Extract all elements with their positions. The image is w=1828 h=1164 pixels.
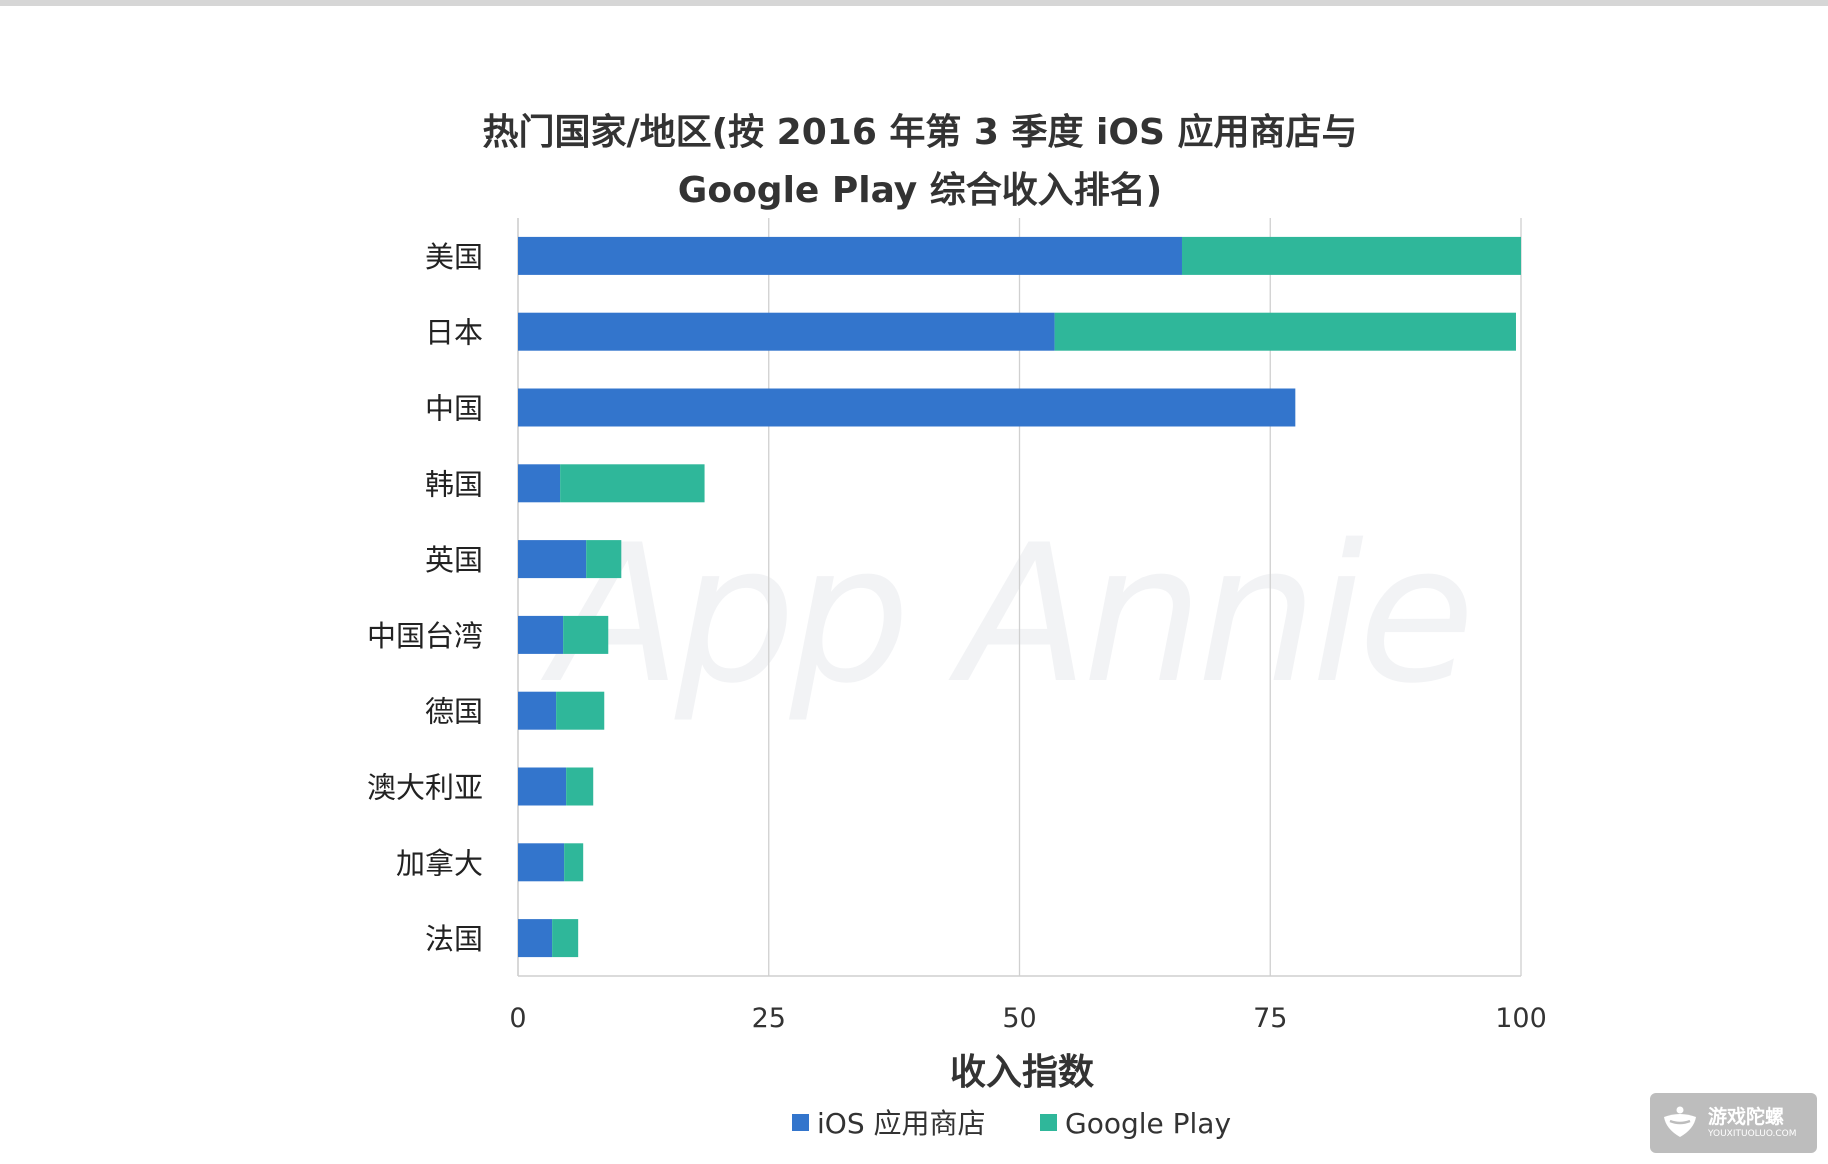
category-label-3: 中国 (425, 392, 483, 426)
x-tick-label-25: 25 (752, 1003, 786, 1034)
bar-ios-4 (518, 464, 561, 503)
bar-google-play-5 (586, 540, 622, 579)
bar-google-play-1 (1181, 236, 1521, 275)
bar-ios-7 (518, 691, 557, 730)
x-tick-label-75: 75 (1253, 1003, 1287, 1034)
x-tick-label-50: 50 (1002, 1003, 1036, 1034)
bar-ios-10 (518, 919, 553, 958)
category-label-4: 韩国 (425, 467, 483, 501)
category-label-10: 法国 (425, 922, 483, 956)
category-label-2: 日本 (425, 316, 483, 350)
spinning-top-icon (1664, 1106, 1696, 1137)
chart-title-line-2: Google Play 综合收入排名) (678, 170, 1162, 211)
x-axis-title-text: 收入指数 (950, 1052, 1094, 1093)
legend-label-ios: iOS 应用商店 (817, 1107, 986, 1140)
bars (518, 236, 1521, 958)
app-annie-watermark: App Annie (540, 504, 1475, 725)
bar-google-play-4 (560, 464, 705, 503)
category-label-8: 澳大利亚 (367, 771, 483, 805)
chart-title: 热门国家/地区(按 2016 年第 3 季度 iOS 应用商店与 Google P… (483, 112, 1358, 211)
bar-ios-3 (518, 388, 1296, 427)
bar-ios-6 (518, 615, 564, 654)
category-label-9: 加拿大 (396, 846, 483, 880)
badge-name: 游戏陀螺 (1708, 1105, 1785, 1128)
legend-swatch-google-play (1040, 1114, 1057, 1131)
category-label-5: 英国 (425, 543, 483, 577)
bar-ios-2 (518, 312, 1055, 351)
bar-ios-9 (518, 843, 565, 882)
bar-google-play-9 (564, 843, 584, 882)
legend-label-google-play: Google Play (1065, 1107, 1231, 1140)
bar-google-play-7 (556, 691, 605, 730)
bar-ios-5 (518, 540, 587, 579)
x-tick-labels: 0 25 50 75 100 (509, 1003, 1546, 1034)
youxituoluo-badge: 游戏陀螺 YOUXITUOLUO.COM (1650, 1093, 1817, 1153)
bar-google-play-2 (1054, 312, 1516, 351)
bar-ios-8 (518, 767, 567, 806)
bar-google-play-6 (563, 615, 609, 654)
watermark-text: App Annie (540, 504, 1469, 725)
top-border (0, 0, 1828, 6)
category-label-7: 德国 (425, 695, 483, 729)
category-label-1: 美国 (425, 240, 483, 274)
bar-ios-1 (518, 236, 1182, 275)
x-tick-label-0: 0 (509, 1003, 526, 1034)
badge-url: YOUXITUOLUO.COM (1708, 1128, 1797, 1139)
chart-title-line-1: 热门国家/地区(按 2016 年第 3 季度 iOS 应用商店与 (483, 112, 1358, 153)
x-tick-label-100: 100 (1495, 1003, 1547, 1034)
legend-swatch-ios (792, 1114, 809, 1131)
legend: iOS 应用商店 Google Play (792, 1107, 1231, 1140)
bar-google-play-8 (566, 767, 594, 806)
bar-google-play-10 (552, 919, 579, 958)
x-axis-title: 收入指数 (950, 1052, 1094, 1093)
category-label-6: 中国台湾 (367, 619, 483, 653)
